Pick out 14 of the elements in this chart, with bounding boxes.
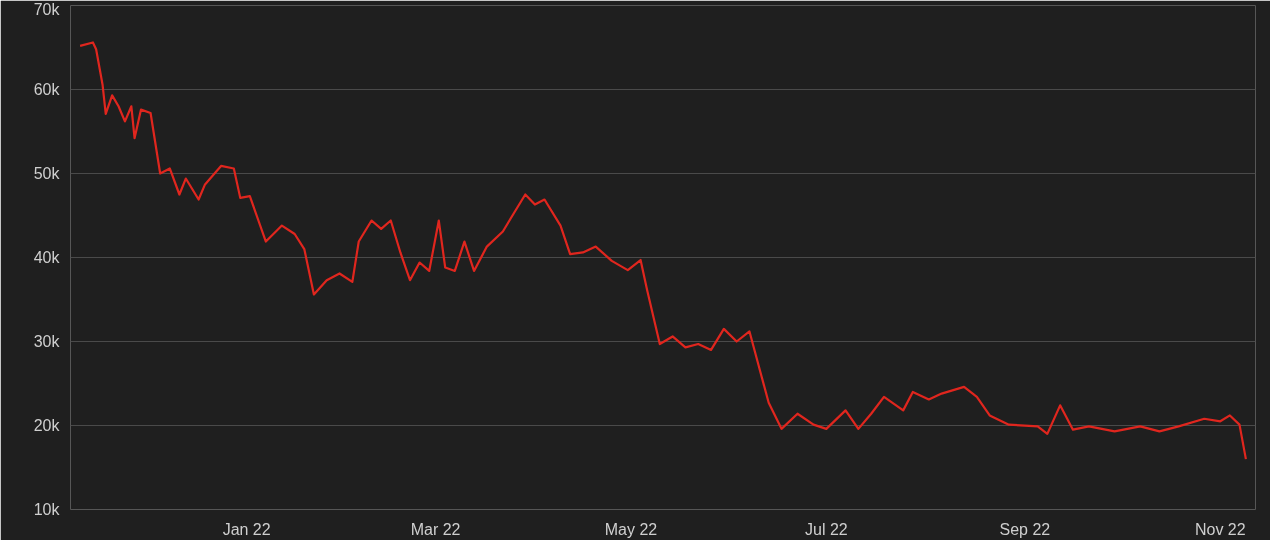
y-tick-label: 30k bbox=[33, 333, 61, 350]
x-tick-label: Jan 22 bbox=[222, 520, 271, 538]
x-tick-label: Jul 22 bbox=[804, 520, 848, 538]
y-tick-label: 60k bbox=[33, 81, 61, 98]
y-tick-label: 70k bbox=[33, 0, 61, 18]
x-tick-label: Mar 22 bbox=[410, 520, 461, 538]
x-tick-label: Sep 22 bbox=[999, 520, 1051, 538]
y-tick-label: 10k bbox=[33, 501, 61, 518]
y-tick-label: 40k bbox=[33, 249, 61, 266]
y-tick-label: 20k bbox=[33, 417, 61, 434]
x-tick-label: May 22 bbox=[604, 520, 658, 538]
x-tick-label: Nov 22 bbox=[1194, 520, 1246, 538]
line-series bbox=[79, 41, 1247, 461]
y-tick-label: 50k bbox=[33, 165, 61, 182]
